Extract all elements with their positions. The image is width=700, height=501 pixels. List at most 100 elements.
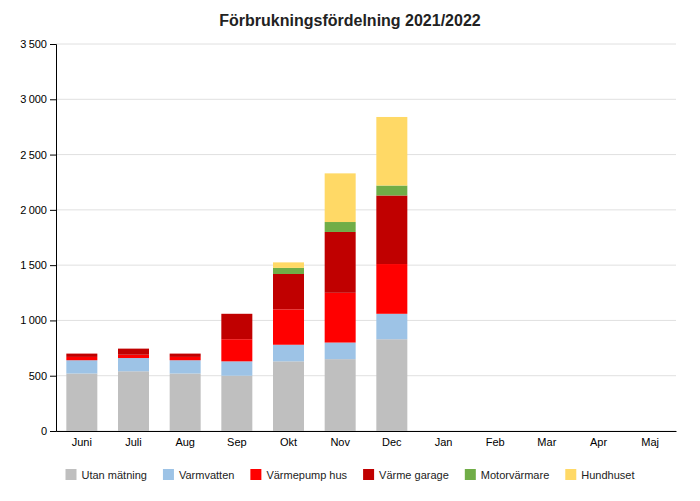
bar — [376, 186, 407, 196]
y-tick-mark — [50, 44, 56, 45]
bar — [583, 431, 614, 432]
legend-item: Värmepump hus — [250, 469, 347, 481]
bar — [221, 313, 252, 314]
series — [66, 264, 407, 361]
x-tick-label: Maj — [641, 436, 659, 448]
legend-label: Hundhuset — [581, 469, 634, 481]
bar — [531, 431, 562, 432]
y-tick: 3 000 — [20, 93, 56, 105]
y-tick-mark — [50, 99, 56, 100]
y-tick-mark — [50, 320, 56, 321]
legend-label: Utan mätning — [82, 469, 147, 481]
y-tick: 500 — [29, 370, 56, 382]
bar — [325, 343, 356, 360]
x-tick-label: Jan — [435, 436, 453, 448]
y-tick-label: 3 500 — [20, 38, 47, 50]
bar — [221, 313, 252, 314]
y-tick: 2 500 — [20, 149, 56, 161]
legend-item: Utan mätning — [66, 469, 147, 481]
y-tick: 0 — [41, 425, 56, 437]
bar — [170, 357, 201, 360]
bar — [428, 431, 459, 432]
legend-swatch — [250, 469, 261, 480]
x-tick: Maj — [641, 436, 659, 448]
bar — [66, 354, 97, 357]
bar — [66, 360, 97, 373]
bar — [428, 431, 459, 432]
bar — [221, 314, 252, 339]
bar — [428, 431, 459, 432]
bar — [583, 431, 614, 432]
grid-line — [56, 154, 676, 155]
bar — [118, 371, 149, 431]
bar — [221, 339, 252, 361]
bar — [583, 431, 614, 432]
bar — [325, 232, 356, 293]
y-tick-label: 2 000 — [20, 204, 47, 216]
bar — [428, 431, 459, 432]
y-tick-mark — [50, 376, 56, 377]
bar — [66, 374, 97, 431]
bar — [376, 117, 407, 186]
legend-item: Varmvatten — [163, 469, 234, 481]
grid — [56, 44, 676, 431]
bar — [531, 431, 562, 432]
bar — [531, 431, 562, 432]
bar — [428, 431, 459, 432]
x-tick: Nov — [330, 436, 350, 448]
x-tick-label: Sep — [227, 436, 247, 448]
bar — [531, 431, 562, 432]
x-tick-label: Feb — [486, 436, 505, 448]
bar — [480, 431, 511, 432]
bar — [480, 431, 511, 432]
bar — [583, 431, 614, 432]
grid-line — [56, 44, 676, 45]
bar — [635, 431, 666, 432]
bar — [118, 358, 149, 371]
bar — [273, 274, 304, 309]
grid-line — [56, 265, 676, 266]
legend-item: Värme garage — [363, 469, 449, 481]
x-tick: Sep — [227, 436, 247, 448]
y-tick-label: 0 — [41, 425, 47, 437]
chart: Förbrukningsfördelning 2021/202205001 00… — [0, 0, 700, 501]
x-tick-label: Aug — [175, 436, 195, 448]
bar — [170, 353, 201, 354]
bar — [273, 309, 304, 344]
bar — [118, 349, 149, 355]
grid-line — [56, 99, 676, 100]
x-tick: Juni — [72, 436, 92, 448]
bar — [221, 376, 252, 431]
y-tick-mark — [50, 431, 56, 432]
x-tick: Dec — [382, 436, 402, 448]
y-tick-mark — [50, 210, 56, 211]
bar — [221, 361, 252, 375]
bar — [376, 264, 407, 314]
bar — [635, 431, 666, 432]
y-axis: 05001 0001 5002 0002 5003 0003 500 — [20, 38, 56, 437]
y-tick-mark — [50, 265, 56, 266]
bar — [66, 353, 97, 354]
bar — [583, 431, 614, 432]
legend-label: Värme garage — [379, 469, 449, 481]
bars — [66, 117, 407, 431]
bar — [170, 353, 201, 354]
bar — [118, 348, 149, 349]
bar — [531, 431, 562, 432]
y-tick-label: 2 500 — [20, 149, 47, 161]
grid-line — [56, 209, 676, 210]
x-tick: Jan — [435, 436, 453, 448]
y-tick: 1 500 — [20, 259, 56, 271]
x-tick-label: Mar — [537, 436, 556, 448]
bar — [635, 431, 666, 432]
bar — [273, 268, 304, 274]
bar — [170, 354, 201, 357]
bar — [480, 431, 511, 432]
x-axis: JuniJuliAugSepOktNovDecJanFebMarAprMaj — [57, 432, 677, 448]
bar — [428, 431, 459, 432]
legend-swatch — [465, 469, 476, 480]
series — [66, 195, 407, 356]
bar — [480, 431, 511, 432]
bar — [273, 361, 304, 431]
legend-swatch — [363, 469, 374, 480]
